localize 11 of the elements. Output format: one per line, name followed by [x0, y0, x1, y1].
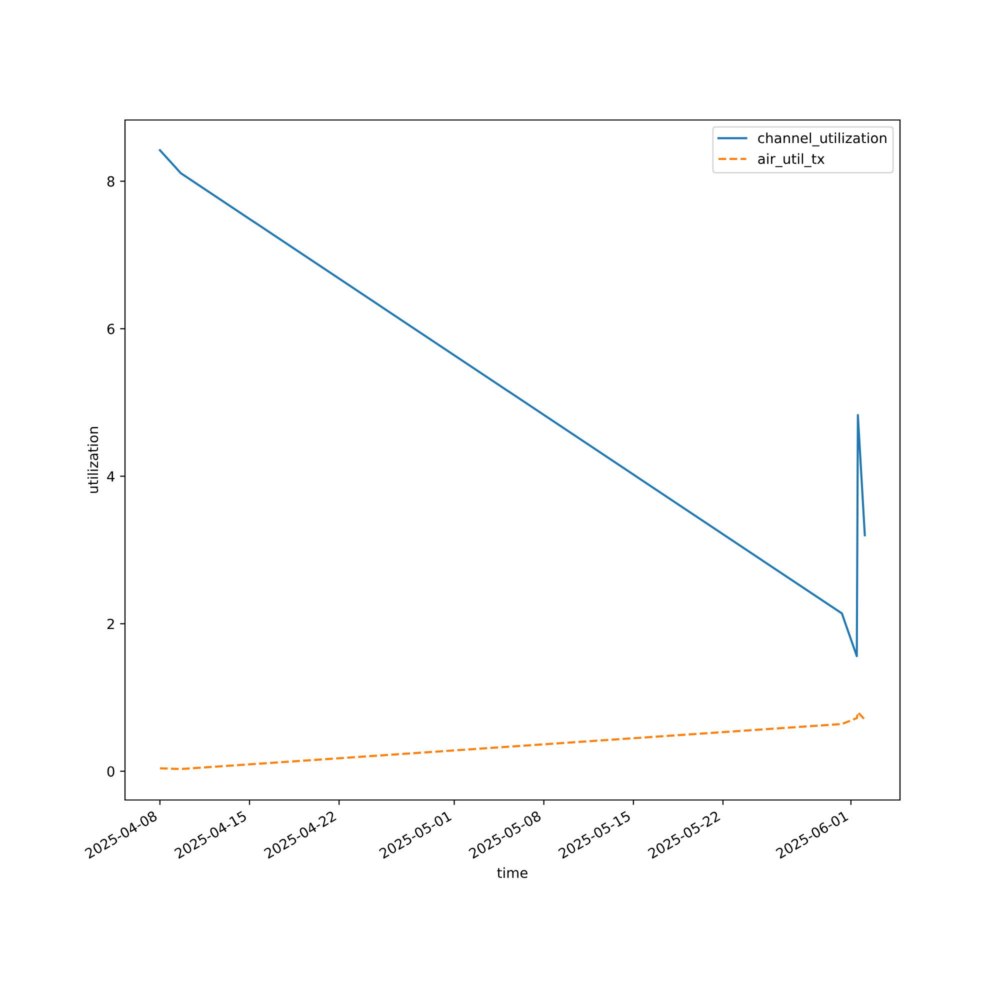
y-axis-title: utilization — [87, 427, 98, 493]
y-tick-label: 4 — [107, 471, 114, 482]
y-tick-label: 2 — [107, 618, 114, 630]
line-series — [158, 149, 866, 658]
legend-label: channel_utilization — [758, 132, 886, 146]
y-tick-label: 0 — [107, 766, 114, 777]
y-tick-label: 8 — [107, 176, 114, 187]
line-series — [158, 711, 866, 770]
y-tick-label: 6 — [107, 324, 114, 334]
x-axis-title: time — [497, 867, 528, 878]
legend-label: air_util_tx — [758, 153, 825, 168]
